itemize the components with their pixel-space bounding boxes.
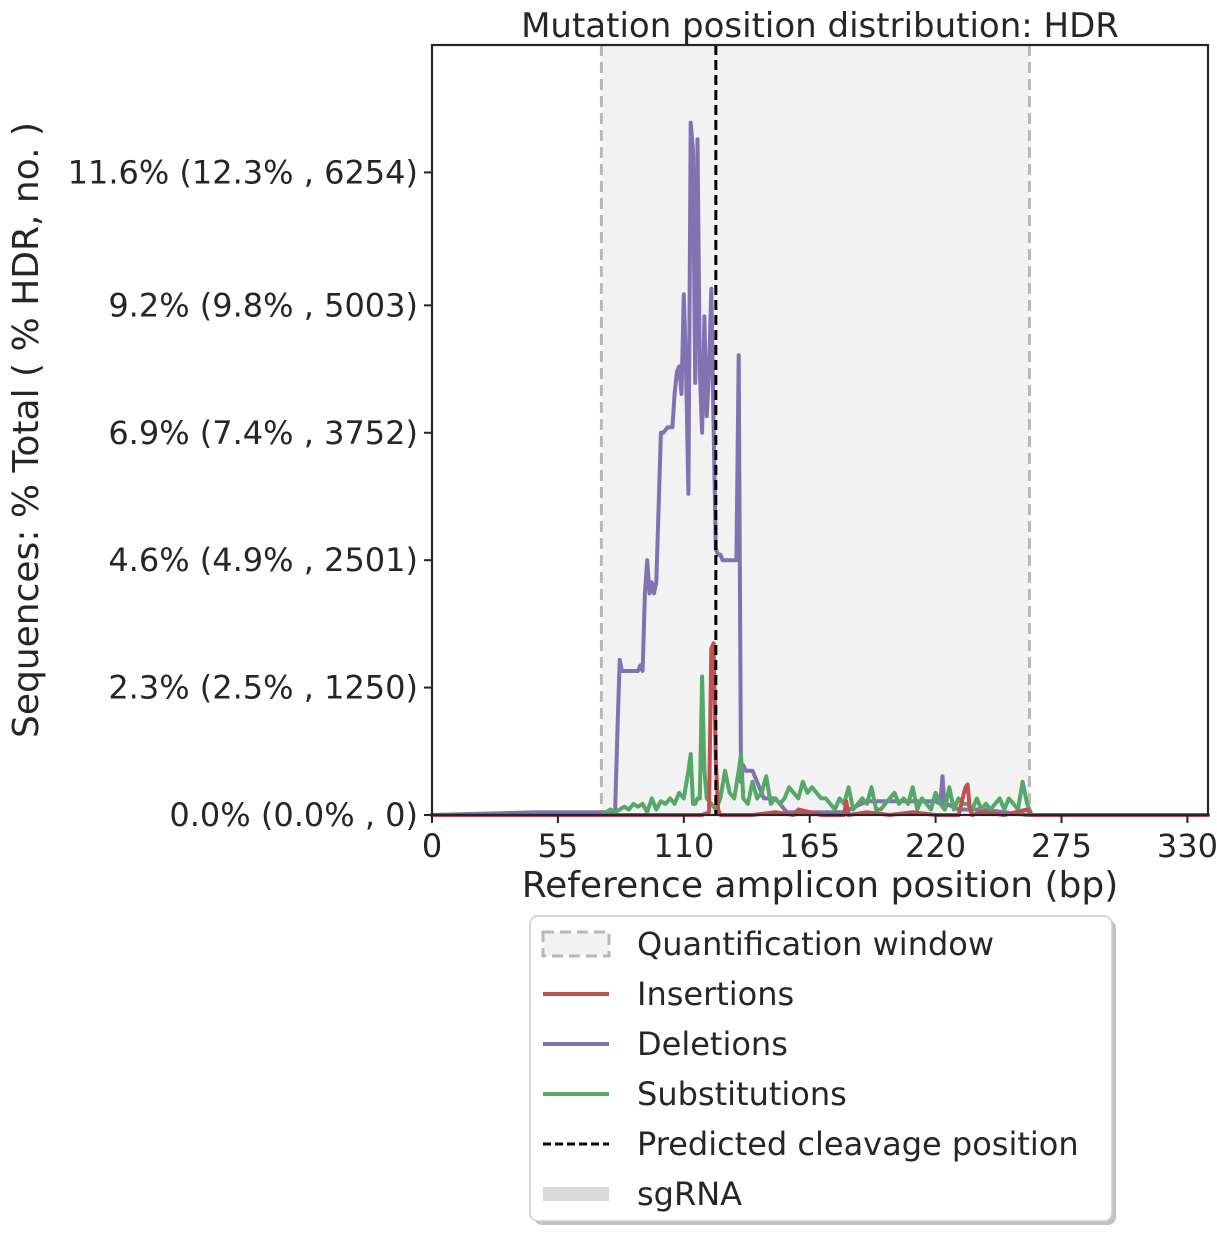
y-tick-label: 2.3% (2.5% , 1250): [108, 669, 418, 707]
legend-swatch-quantification-window: [541, 930, 611, 958]
y-tick-label: 9.2% (9.8% , 5003): [108, 286, 418, 324]
legend-label: Predicted cleavage position: [637, 1125, 1079, 1163]
series-line-deletions: [430, 120, 1210, 817]
y-tick-label: 11.6% (12.3% , 6254): [68, 153, 418, 191]
legend-label: Quantification window: [637, 925, 994, 963]
chart-title: Mutation position distribution: HDR: [521, 6, 1119, 46]
y-tick-label: 4.6% (4.9% , 2501): [108, 541, 418, 579]
plot-frame: [430, 43, 1210, 817]
x-tick-label: 330: [1157, 827, 1217, 865]
series-line-substitutions: [430, 674, 1210, 817]
legend-label: Substitutions: [637, 1075, 847, 1113]
series-group: [430, 120, 1210, 817]
legend-swatch-sgrna: [543, 1187, 609, 1201]
y-tick-label: 6.9% (7.4% , 3752): [108, 414, 418, 452]
legend-box: [529, 915, 1113, 1222]
x-tick-label: 110: [653, 827, 714, 865]
x-tick-label: 55: [538, 827, 579, 865]
series-line-insertions: [430, 641, 1210, 817]
legend-label: Insertions: [637, 975, 794, 1013]
y-tick-label: 0.0% (0.0% , 0): [169, 796, 418, 834]
y-axis-label: Sequences: % Total ( % HDR, no. ): [6, 122, 47, 738]
plot-border: [430, 43, 1210, 817]
x-tick-label: 0: [422, 827, 442, 865]
legend: Quantification window Insertions Deletions…: [529, 915, 1116, 1225]
legend-label: Deletions: [637, 1025, 788, 1063]
quantification-window: [599, 45, 1031, 815]
x-axis-label: Reference amplicon position (bp): [522, 865, 1119, 906]
x-axis-ticks: 0 55 110 165 220 275 330: [422, 815, 1217, 865]
quantification-window-fill: [601, 45, 1030, 815]
legend-label: sgRNA: [637, 1175, 742, 1213]
y-axis-ticks: 0.0% (0.0% , 0) 2.3% (2.5% , 1250) 4.6% (4…: [68, 153, 432, 834]
x-tick-label: 220: [905, 827, 966, 865]
x-tick-label: 275: [1031, 827, 1092, 865]
x-tick-label: 165: [779, 827, 840, 865]
